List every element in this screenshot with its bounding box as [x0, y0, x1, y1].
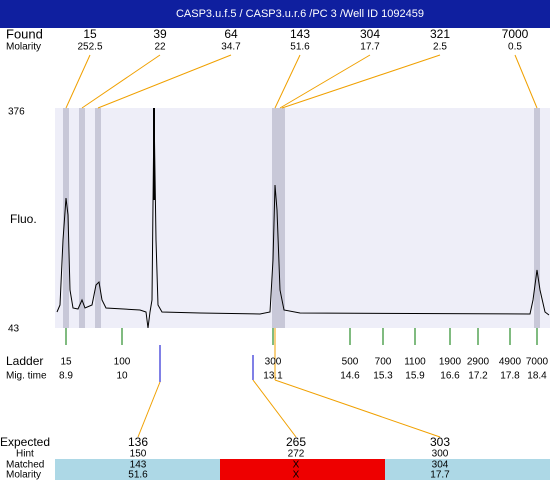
- matched: 143: [130, 460, 147, 471]
- title: CASP3.u.f.5 / CASP3.u.r.6 /PC 3 /Well ID…: [176, 8, 424, 20]
- mig-time: 18.4: [527, 371, 547, 382]
- expected-size: 303: [430, 435, 450, 449]
- connector: [274, 54, 301, 109]
- connector: [279, 54, 371, 109]
- matched-cell: [385, 459, 550, 480]
- connector: [137, 381, 161, 438]
- connector: [252, 379, 297, 438]
- connector: [81, 54, 161, 109]
- found-molarity: 22: [154, 42, 166, 53]
- mig-time: 10: [116, 371, 128, 382]
- mig-time: 8.9: [59, 371, 73, 382]
- expected-size: 265: [286, 435, 306, 449]
- ladder-size: 15: [60, 357, 72, 368]
- peak-band: [272, 108, 278, 328]
- ladder-size: 1100: [404, 357, 426, 368]
- matched-molarity: X: [293, 470, 300, 480]
- mig-time: 15.9: [405, 371, 425, 382]
- title-bar: [0, 0, 550, 28]
- trace: [56, 107, 550, 329]
- peak-band: [79, 108, 85, 328]
- ladder-size: 700: [375, 357, 392, 368]
- ladder-size: 1900: [439, 357, 462, 368]
- found-size: 143: [290, 27, 310, 41]
- peak-band: [279, 108, 285, 328]
- hint-label: Hint: [16, 449, 34, 460]
- matched-cell: [55, 459, 220, 480]
- mig-time: 17.2: [468, 371, 488, 382]
- mig-time: 15.3: [373, 371, 393, 382]
- peak-band: [95, 108, 101, 328]
- ladder-size: 7000: [526, 357, 549, 368]
- matched: X: [293, 460, 300, 471]
- found-molarity: 51.6: [290, 42, 310, 53]
- connector: [97, 54, 232, 109]
- y-max: 376: [8, 107, 25, 118]
- molarity-label: Molarity: [6, 470, 41, 480]
- found-size: 39: [153, 27, 167, 41]
- mig-time: 17.8: [500, 371, 520, 382]
- found-molarity: 252.5: [77, 42, 102, 53]
- found-size: 321: [430, 27, 450, 41]
- connector: [274, 379, 441, 438]
- ladder-size: 500: [342, 357, 359, 368]
- connector: [514, 54, 538, 109]
- ladder-size: 4900: [499, 357, 522, 368]
- expected-size: 136: [128, 435, 148, 449]
- matched: 304: [432, 460, 449, 471]
- found-molarity: 17.7: [360, 42, 380, 53]
- connector: [65, 54, 91, 109]
- peak-band: [534, 108, 540, 328]
- hint: 272: [288, 449, 305, 460]
- matched-molarity: 51.6: [128, 470, 148, 480]
- found-molarity: 34.7: [221, 42, 241, 53]
- unmatched-cell: [220, 459, 385, 480]
- ladder-label: Ladder: [6, 354, 43, 368]
- mig-time: 13.1: [263, 371, 283, 382]
- peak-band: [63, 108, 69, 328]
- y-label: Fluo.: [10, 212, 37, 226]
- found-label: Found: [6, 26, 43, 41]
- ladder-size: 300: [265, 357, 282, 368]
- found-size: 64: [224, 27, 238, 41]
- mig-time-label: Mig. time: [6, 371, 47, 382]
- found-molarity: 0.5: [508, 42, 522, 53]
- expected-label: Expected: [0, 435, 50, 449]
- y-min: 43: [8, 324, 20, 335]
- hint: 300: [432, 449, 449, 460]
- ladder-size: 2900: [467, 357, 490, 368]
- connector: [281, 54, 441, 109]
- mig-time: 16.6: [440, 371, 460, 382]
- found-molarity: 2.5: [433, 42, 447, 53]
- molarity-label: Molarity: [6, 42, 41, 53]
- hint: 150: [130, 449, 147, 460]
- found-size: 304: [360, 27, 380, 41]
- found-size: 7000: [502, 27, 529, 41]
- mig-time: 14.6: [340, 371, 360, 382]
- matched-molarity: 17.7: [430, 470, 450, 480]
- found-size: 15: [83, 27, 97, 41]
- ladder-size: 100: [114, 357, 131, 368]
- plot-area: [55, 108, 550, 328]
- matched-label: Matched: [6, 460, 44, 471]
